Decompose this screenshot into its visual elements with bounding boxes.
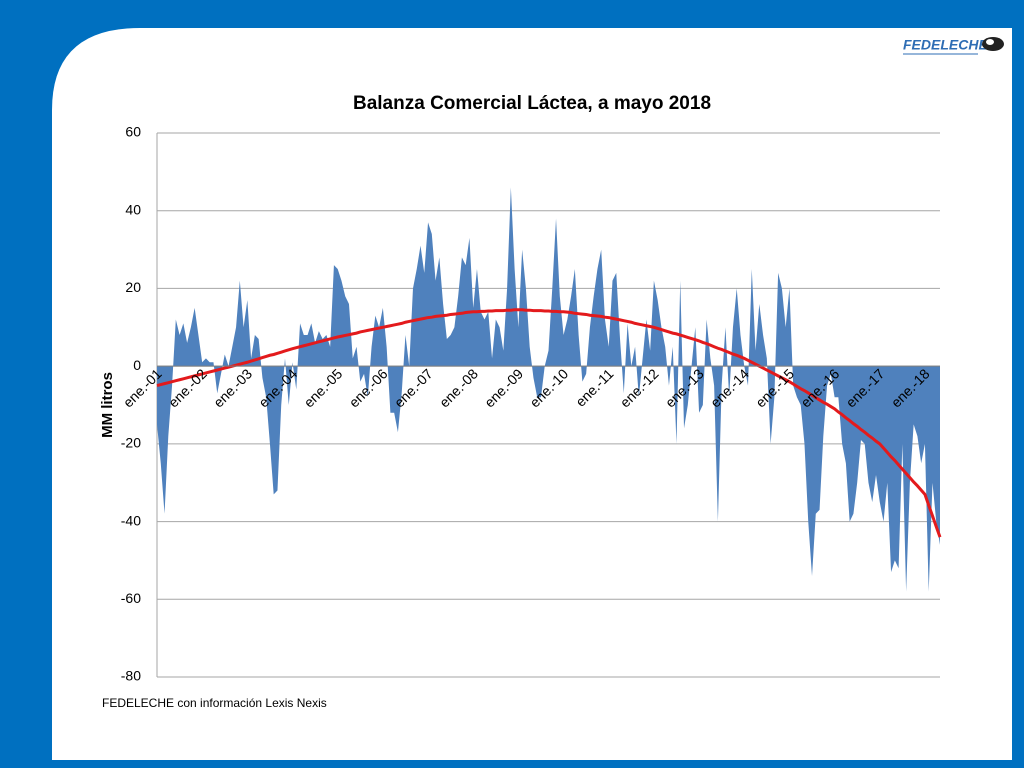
y-tick-label: 60	[125, 124, 141, 140]
y-tick-label: -80	[121, 668, 141, 684]
logo: FEDELECHE	[903, 37, 1004, 55]
y-tick-label: -60	[121, 590, 141, 606]
y-tick-label: 0	[133, 357, 141, 373]
y-tick-label: -20	[121, 435, 141, 451]
y-axis-label: MM litros	[99, 372, 116, 438]
source-note: FEDELECHE con información Lexis Nexis	[102, 696, 327, 710]
logo-cow-spot	[986, 39, 994, 45]
logo-cow	[982, 37, 1004, 51]
y-tick-label: 40	[125, 201, 141, 217]
y-tick-label: 20	[125, 279, 141, 295]
y-tick-label: -40	[121, 512, 141, 528]
logo-text: FEDELECHE	[903, 37, 988, 53]
chart-title: Balanza Comercial Láctea, a mayo 2018	[353, 93, 711, 114]
trend-line	[156, 308, 942, 538]
